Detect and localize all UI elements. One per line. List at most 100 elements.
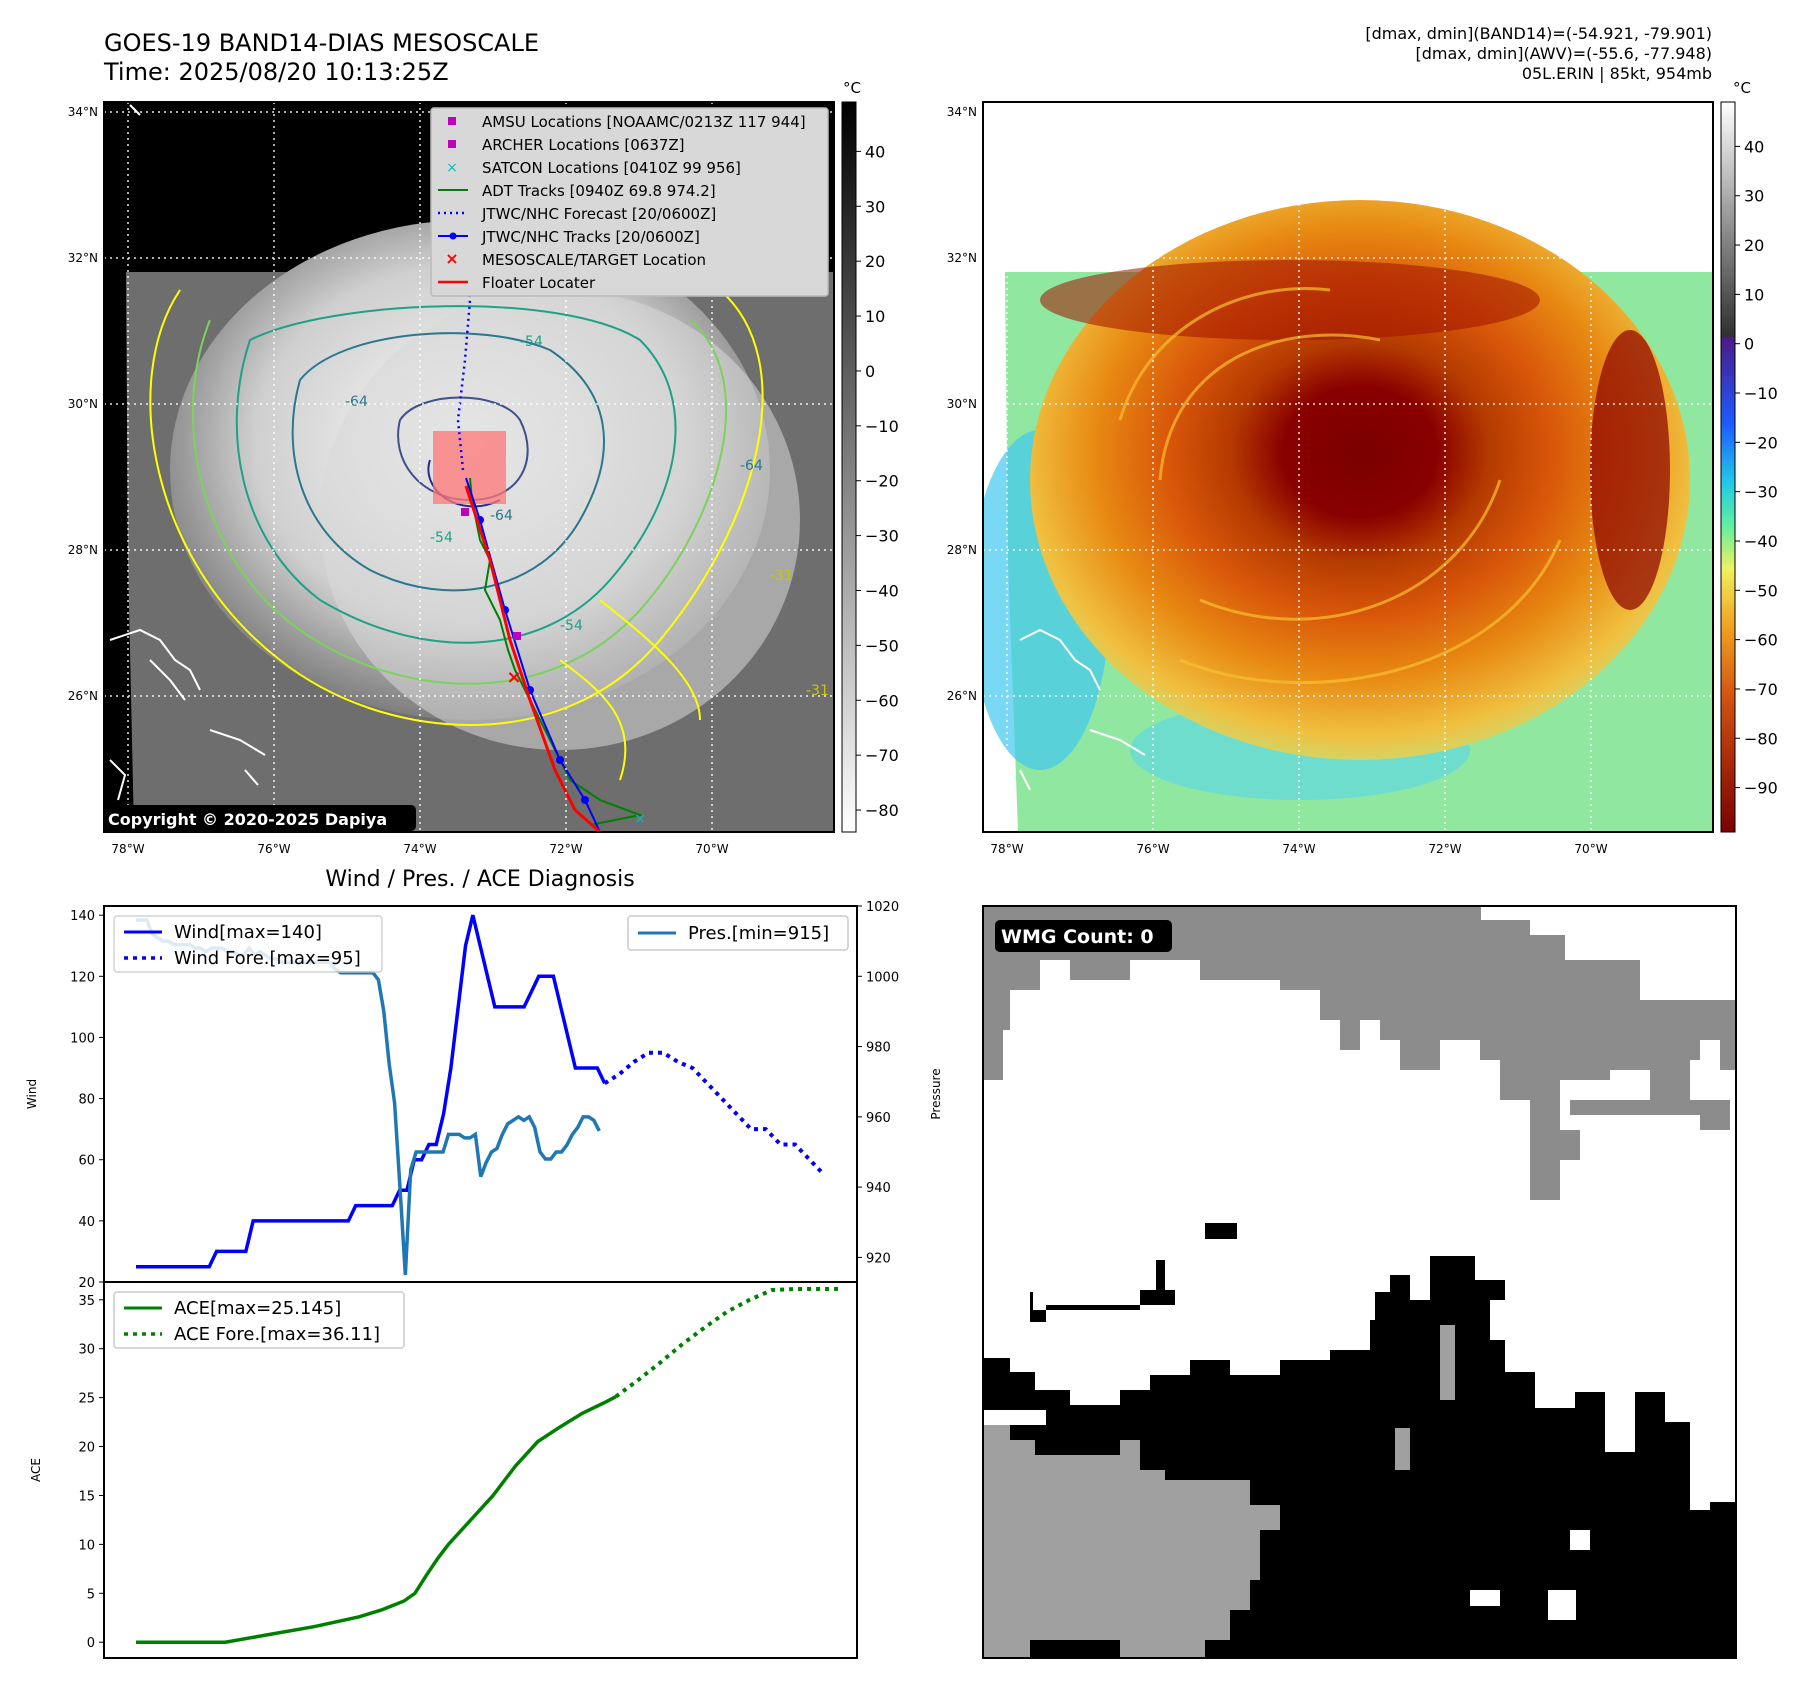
ir-map-lat-labels: 34°N 32°N 30°N 28°N 26°N bbox=[68, 105, 98, 703]
ace-y-tick-label: 5 bbox=[87, 1587, 95, 1602]
colorbar-tick-label: −40 bbox=[1744, 532, 1778, 551]
wind-y-tick-label: 120 bbox=[70, 970, 95, 985]
figure-time: Time: 2025/08/20 10:13:25Z bbox=[103, 58, 449, 86]
colorbar-tick-label: −10 bbox=[865, 417, 899, 436]
colorbar-tick-label: 0 bbox=[1744, 335, 1754, 354]
ace-forecast-line bbox=[614, 1286, 840, 1399]
contour-label: -54 bbox=[560, 618, 583, 634]
colorbar-tick-label: 40 bbox=[865, 142, 885, 161]
contour-label: -64 bbox=[740, 458, 763, 474]
adt-track-line bbox=[469, 477, 644, 826]
colorbar-tick-label: 0 bbox=[865, 362, 875, 381]
pressure-y-tick-label: 980 bbox=[866, 1041, 891, 1056]
pressure-legend-label: Pres.[min=915] bbox=[688, 923, 829, 944]
svg-text:32°N: 32°N bbox=[947, 251, 977, 265]
pressure-legend: Pres.[min=915] bbox=[627, 915, 849, 951]
satcon-legend-icon: × bbox=[446, 160, 458, 176]
color-map-lon-labels: 78°W 76°W 74°W 72°W 70°W bbox=[990, 842, 1607, 856]
ir-colorbar: °C 40 30 20 10 0 −10 −20 −30 −40 −50 −60 −70 −80 bbox=[841, 79, 899, 833]
wind-y-tick-label: 20 bbox=[78, 1276, 95, 1291]
ace-y-tick-label: 25 bbox=[78, 1392, 95, 1407]
svg-text:74°W: 74°W bbox=[403, 842, 436, 856]
colorbar-tick-label: −20 bbox=[865, 472, 899, 491]
colorbar-tick-label: 10 bbox=[1744, 285, 1764, 304]
mask-light-regions bbox=[983, 906, 1735, 1200]
contour-label: -31 bbox=[770, 568, 793, 584]
pressure-y-tick-label: 1020 bbox=[866, 900, 899, 915]
target-legend-icon: × bbox=[445, 249, 458, 268]
wind-y-tick-label: 40 bbox=[78, 1215, 95, 1230]
wind-forecast-legend-label: Wind Fore.[max=95] bbox=[174, 948, 361, 969]
svg-text:28°N: 28°N bbox=[947, 543, 977, 557]
colorbar-tick-label: −80 bbox=[1744, 729, 1778, 748]
wind-y-tick-label: 80 bbox=[78, 1093, 95, 1108]
colorbar-tick-label: 30 bbox=[1744, 187, 1764, 206]
floater-line bbox=[464, 485, 601, 832]
color-map-panel bbox=[982, 101, 1714, 833]
svg-text:28°N: 28°N bbox=[68, 543, 98, 557]
satcon-marker: × bbox=[634, 811, 646, 827]
legend-item: JTWC/NHC Forecast [20/0600Z] bbox=[481, 205, 716, 223]
colorbar-tick-label: −80 bbox=[865, 801, 899, 820]
diagnosis-title: Wind / Pres. / ACE Diagnosis bbox=[325, 867, 634, 892]
svg-text:70°W: 70°W bbox=[695, 842, 728, 856]
svg-text:34°N: 34°N bbox=[947, 105, 977, 119]
svg-text:72°W: 72°W bbox=[1428, 842, 1461, 856]
contour-label: -54 bbox=[430, 530, 453, 546]
target-marker: × bbox=[506, 667, 521, 688]
legend-item: AMSU Locations [NOAAMC/0213Z 117 944] bbox=[482, 113, 806, 131]
mask-mid-regions bbox=[983, 1325, 1455, 1658]
colorbar-tick-label: −70 bbox=[1744, 680, 1778, 699]
header-band14-range: [dmax, dmin](BAND14)=(-54.921, -79.901) bbox=[1365, 24, 1712, 43]
svg-text:26°N: 26°N bbox=[68, 689, 98, 703]
ace-legend: ACE[max=25.145] ACE Fore.[max=36.11] bbox=[113, 1291, 405, 1349]
colorbar-tick-label: −20 bbox=[1744, 433, 1778, 452]
colorbar-tick-label: 30 bbox=[865, 197, 885, 216]
svg-text:30°N: 30°N bbox=[68, 397, 98, 411]
ace-y-tick-label: 30 bbox=[78, 1343, 95, 1358]
wind-pressure-chart: 20 40 60 80 100 120 140 920 940 960 980 1000 1020 W… bbox=[25, 900, 943, 1291]
contour-label: -54 bbox=[520, 334, 543, 350]
ace-y-tick-label: 20 bbox=[78, 1441, 95, 1456]
ir-map-lon-labels: 78°W 76°W 74°W 72°W 70°W bbox=[111, 842, 728, 856]
legend-item: Floater Locater bbox=[482, 274, 596, 292]
svg-text:30°N: 30°N bbox=[947, 397, 977, 411]
ace-forecast-legend-label: ACE Fore.[max=36.11] bbox=[174, 1324, 380, 1345]
colorbar-tick-label: −70 bbox=[865, 746, 899, 765]
wind-axis-label: Wind bbox=[25, 1079, 39, 1109]
ace-axis-label: ACE bbox=[29, 1458, 43, 1482]
archer-legend-icon bbox=[448, 140, 456, 148]
pressure-y-tick-label: 920 bbox=[866, 1251, 891, 1266]
legend-item: ARCHER Locations [0637Z] bbox=[482, 136, 685, 154]
ace-y-tick-label: 10 bbox=[78, 1538, 95, 1553]
copyright-label: Copyright © 2020-2025 Dapiya bbox=[108, 810, 387, 829]
ace-chart: 0 5 10 15 20 25 30 35 ACE ACE[max=25.145] ACE F… bbox=[29, 1281, 858, 1659]
coastline bbox=[1019, 628, 1146, 791]
contour-label: -64 bbox=[490, 508, 513, 524]
colorbar-tick-label: −60 bbox=[1744, 631, 1778, 650]
wind-legend: Wind[max=140] Wind Fore.[max=95] bbox=[113, 915, 383, 973]
colorbar-tick-label: 40 bbox=[1744, 137, 1764, 156]
svg-text:72°W: 72°W bbox=[549, 842, 582, 856]
colorbar-tick-label: −90 bbox=[1744, 779, 1778, 798]
colorbar-tick-label: −30 bbox=[1744, 483, 1778, 502]
header-storm-info: 05L.ERIN | 85kt, 954mb bbox=[1522, 64, 1712, 83]
legend-item: MESOSCALE/TARGET Location bbox=[482, 251, 706, 269]
pressure-axis-label: Pressure bbox=[929, 1068, 943, 1119]
colorbar-tick-label: 20 bbox=[1744, 236, 1764, 255]
svg-text:76°W: 76°W bbox=[257, 842, 290, 856]
colorbar-tick-label: −50 bbox=[1744, 581, 1778, 600]
wind-y-tick-label: 100 bbox=[70, 1031, 95, 1046]
ace-y-tick-label: 35 bbox=[78, 1294, 95, 1309]
colorbar-tick-label: 20 bbox=[865, 252, 885, 271]
mask-white-holes bbox=[1470, 1490, 1710, 1620]
mesoscale-target-box bbox=[433, 431, 506, 504]
legend-item: SATCON Locations [0410Z 99 956] bbox=[482, 159, 741, 177]
svg-text:70°W: 70°W bbox=[1574, 842, 1607, 856]
colorbar-tick-label: −30 bbox=[865, 527, 899, 546]
svg-text:34°N: 34°N bbox=[68, 105, 98, 119]
pressure-y-tick-label: 1000 bbox=[866, 970, 899, 985]
svg-text:74°W: 74°W bbox=[1282, 842, 1315, 856]
colorbar-tick-label: 10 bbox=[865, 307, 885, 326]
